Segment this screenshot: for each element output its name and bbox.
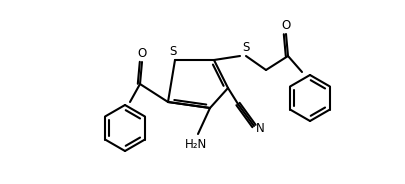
Text: O: O [281, 19, 290, 32]
Text: O: O [137, 47, 146, 60]
Text: S: S [169, 45, 176, 58]
Text: N: N [256, 121, 264, 135]
Text: H₂N: H₂N [184, 138, 207, 151]
Text: S: S [241, 41, 249, 54]
